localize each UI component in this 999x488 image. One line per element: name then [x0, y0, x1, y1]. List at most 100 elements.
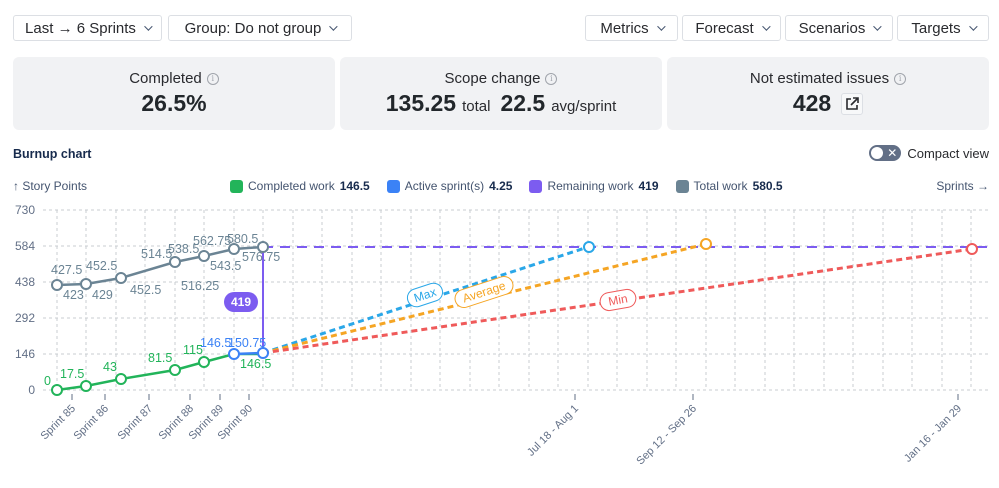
- not-estimated-card-title: Not estimated issues i: [750, 70, 907, 87]
- group-dropdown[interactable]: Group: Do not group: [168, 15, 352, 41]
- legend-item-remaining[interactable]: Remaining work 419: [529, 179, 659, 193]
- forecast-max-label: Max: [406, 282, 444, 308]
- svg-text:Jul 18 - Aug 1: Jul 18 - Aug 1: [525, 403, 581, 459]
- legend-value: 580.5: [752, 179, 783, 193]
- summary-cards: Completed i 26.5% Scope change i 135.25 …: [13, 57, 989, 130]
- svg-text:514.5: 514.5: [141, 247, 172, 261]
- chevron-down-icon: [968, 22, 978, 31]
- svg-text:17.5: 17.5: [60, 367, 84, 381]
- completed-work-labels: 0 17.5 43 81.5 115 146.5: [44, 343, 271, 388]
- svg-text:427.5: 427.5: [51, 263, 82, 277]
- not-estimated-value-row: 428: [792, 90, 864, 117]
- forecast-dropdown[interactable]: Forecast: [682, 15, 781, 41]
- scenarios-label: Scenarios: [798, 19, 866, 37]
- chevron-down-icon: [761, 22, 771, 31]
- scope-avg-unit: avg/sprint: [551, 98, 617, 115]
- total-work-labels: 427.5 423 452.5 429 452.5 514.5 516.25 538.…: [51, 232, 280, 302]
- svg-text:452.5: 452.5: [86, 259, 117, 273]
- chart-legend: Completed work 146.5 Active sprint(s) 4.…: [230, 179, 783, 193]
- external-link-icon: [846, 96, 859, 110]
- chart-title: Burnup chart: [13, 147, 92, 161]
- scope-change-card: Scope change i 135.25 total 22.5 avg/spr…: [340, 57, 662, 130]
- completed-value-row: 26.5%: [141, 90, 206, 117]
- info-icon[interactable]: i: [206, 72, 219, 85]
- legend-item-active[interactable]: Active sprint(s) 4.25: [386, 179, 513, 193]
- legend-item-total[interactable]: Total work 580.5: [675, 179, 783, 193]
- svg-text:146.5: 146.5: [240, 357, 271, 371]
- targets-dropdown[interactable]: Targets: [897, 15, 989, 41]
- legend-swatch: [386, 179, 400, 193]
- forecast-max-point[interactable]: [583, 241, 595, 253]
- info-icon[interactable]: i: [545, 72, 558, 85]
- svg-text:730: 730: [15, 203, 35, 217]
- scope-title: Scope change: [444, 70, 541, 87]
- close-icon: ✕: [887, 146, 898, 160]
- svg-text:150.75: 150.75: [228, 336, 266, 350]
- legend-swatch: [230, 179, 243, 193]
- forecast-average-point[interactable]: [700, 238, 712, 250]
- metrics-label: Metrics: [600, 19, 649, 37]
- scenarios-dropdown[interactable]: Scenarios: [785, 15, 893, 41]
- chevron-down-icon: [329, 22, 339, 31]
- burnup-chart: 730 584 438 292 146 0 Sprint 85 Sprint 8…: [15, 203, 990, 468]
- svg-text:292: 292: [15, 311, 35, 325]
- forecast-label: Forecast: [695, 19, 754, 37]
- legend-swatch: [529, 179, 543, 193]
- sprint-range-dropdown[interactable]: Last → 6 Sprints: [13, 15, 162, 41]
- svg-text:438: 438: [15, 275, 35, 289]
- svg-text:576.75: 576.75: [242, 250, 280, 264]
- x-axis-ticks: [71, 394, 959, 400]
- svg-text:115: 115: [183, 343, 203, 357]
- not-estimated-card: Not estimated issues i 428: [667, 57, 989, 130]
- open-external-button[interactable]: [841, 92, 864, 115]
- svg-text:Max: Max: [412, 285, 438, 305]
- legend-swatch: [675, 179, 689, 193]
- legend-value: 4.25: [489, 179, 513, 193]
- svg-text:429: 429: [92, 288, 113, 302]
- y-axis: 730 584 438 292 146 0: [15, 203, 35, 397]
- active-sprint-points: [228, 347, 269, 360]
- legend-item-completed[interactable]: Completed work 146.5: [230, 179, 370, 193]
- not-estimated-value: 428: [792, 90, 832, 116]
- legend-label: Active sprint(s): [404, 179, 485, 193]
- forecast-min-point[interactable]: [966, 243, 978, 255]
- svg-text:81.5: 81.5: [148, 351, 172, 365]
- compact-view-toggle[interactable]: ✕ Compact view: [869, 145, 989, 161]
- completed-title: Completed: [129, 70, 202, 87]
- chevron-down-icon: [144, 22, 153, 31]
- scope-card-title: Scope change i: [445, 70, 558, 87]
- svg-text:543.5: 543.5: [210, 259, 241, 273]
- svg-text:146: 146: [15, 347, 35, 361]
- svg-text:Jan 16 - Jan 29: Jan 16 - Jan 29: [902, 403, 964, 465]
- sprint-range-label: Last → 6 Sprints: [25, 19, 136, 37]
- svg-text:Sprint 86: Sprint 86: [72, 403, 112, 443]
- info-icon[interactable]: i: [894, 72, 907, 85]
- svg-text:0: 0: [44, 374, 51, 388]
- completed-card: Completed i 26.5%: [13, 57, 335, 130]
- toggle-switch[interactable]: ✕: [869, 145, 902, 161]
- svg-text:419: 419: [231, 295, 251, 309]
- grid: [43, 209, 990, 391]
- svg-text:0: 0: [28, 383, 35, 397]
- svg-text:580.5: 580.5: [227, 232, 258, 246]
- svg-text:43: 43: [103, 360, 117, 374]
- forecast-average-line: [262, 242, 707, 355]
- svg-text:Sprint 87: Sprint 87: [116, 403, 156, 443]
- chevron-down-icon: [873, 22, 883, 31]
- legend-value: 419: [638, 179, 659, 193]
- total-work-points: [51, 241, 269, 291]
- group-label: Group: Do not group: [184, 19, 322, 37]
- remaining-badge: 419: [224, 292, 258, 312]
- svg-text:538.5: 538.5: [168, 242, 199, 256]
- legend-label: Completed work: [248, 179, 335, 193]
- scope-value-row: 135.25 total 22.5 avg/sprint: [386, 90, 617, 117]
- targets-label: Targets: [911, 19, 961, 37]
- svg-text:146.5: 146.5: [200, 336, 231, 350]
- chart-axis-header: ↑ Story Points Completed work 146.5 Acti…: [13, 179, 989, 195]
- y-axis-title: ↑ Story Points: [13, 179, 88, 193]
- legend-label: Remaining work: [547, 179, 634, 193]
- metrics-dropdown[interactable]: Metrics: [585, 15, 678, 41]
- scope-total-unit: total: [462, 98, 491, 115]
- svg-text:Sep 12 - Sep 26: Sep 12 - Sep 26: [634, 403, 699, 468]
